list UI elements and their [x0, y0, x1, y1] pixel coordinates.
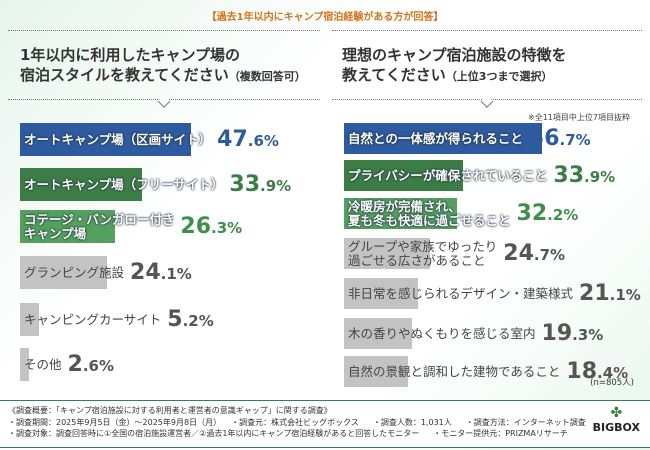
bar-row: 木の香りやぬくもりを感じる室内 19.3%	[344, 318, 603, 349]
bar-label: グループや家族でゆったり 過ごせる広さがあること	[348, 238, 498, 268]
right-question-line1: 理想のキャンプ宿泊施設の特徴を	[342, 46, 567, 64]
footer-period: ・調査期間：2025年9月5日（金）～2025年9月8日（月）	[8, 417, 218, 427]
bar-label: オートキャンプ場（フリーサイト）	[24, 176, 224, 192]
logo-text: BIGBOX	[592, 421, 640, 434]
value-label: 24.7%	[503, 241, 566, 266]
survey-footer: 《調査概要：「キャンプ宿泊施設に対する利用者と運営者の意識ギャップ」に関する調査…	[0, 400, 650, 448]
bar	[344, 160, 463, 191]
bigbox-logo: ✤ BIGBOX	[593, 405, 640, 434]
chevron-down-icon	[157, 95, 171, 108]
note: ※全11項目中上位7項目抜粋	[528, 113, 630, 122]
footer-title: 《調査概要：「キャンプ宿泊施設に対する利用者と運営者の意識ギャップ」に関する調査…	[8, 406, 332, 415]
bar-row: 自然の景観と調和した建物であること 18.4%	[344, 356, 628, 387]
value-label: 33.9%	[553, 163, 616, 188]
bar	[20, 210, 115, 243]
bar-row: プライバシーが確保されていること 33.9%	[344, 160, 615, 191]
bar-label: プライバシーが確保されていること	[348, 167, 548, 183]
value-label: 21.1%	[579, 281, 641, 306]
left-question-line1: 1年以内に利用したキャンプ場の	[20, 46, 240, 64]
bar	[344, 123, 543, 154]
bar	[344, 198, 457, 229]
banner: 【過去1年以内にキャンプ宿泊経験がある方が回答】	[206, 12, 444, 23]
bar	[20, 168, 143, 201]
left-question-line2: 宿泊スタイルを教えてください	[20, 66, 229, 84]
bar-label: キャンピングカーサイト	[24, 311, 162, 327]
value-label: 26.3%	[180, 214, 243, 239]
right-question-line2: 教えてください	[342, 66, 446, 84]
right-question-note: （上位3つまで選択）	[445, 70, 553, 83]
bar-row: グランピング施設 24.1%	[20, 256, 192, 289]
bar-label: 冷暖房が完備され、 夏も冬も快適に過ごせること	[348, 198, 511, 228]
bar-label: グランピング施設	[24, 264, 125, 280]
value-label: 56.7%	[528, 126, 591, 151]
bar-label: オートキャンプ場（区画サイト）	[24, 131, 212, 147]
bar-row: コテージ・バンガロー付き キャンプ場 26.3%	[20, 210, 242, 243]
left-question-note: （複数回答可）	[228, 70, 306, 83]
value-label: 32.2%	[516, 201, 579, 226]
bar	[20, 348, 30, 381]
value-label: 47.6%	[217, 127, 279, 152]
chevron-down-icon	[480, 95, 494, 108]
bar-row: 非日常を感じられるデザイン・建築様式 21.1%	[344, 278, 641, 309]
value-label: 24.1%	[130, 260, 192, 285]
value-label: 19.3%	[541, 321, 604, 346]
bar-label: 木の香りやぬくもりを感じる室内	[348, 325, 536, 341]
bar-label: 非日常を感じられるデザイン・建築様式	[348, 285, 574, 301]
bar	[20, 256, 107, 289]
bar	[344, 238, 431, 269]
bar-row: グループや家族でゆったり 過ごせる広さがあること 24.7%	[344, 238, 565, 269]
bar-row: 自然との一体感が得られること 56.7%	[344, 123, 591, 154]
bar	[344, 278, 418, 309]
left-question: 1年以内に利用したキャンプ場の 宿泊スタイルを教えてください（複数回答可）	[8, 30, 320, 108]
bar	[20, 123, 192, 156]
right-question: 理想のキャンプ宿泊施設の特徴を 教えてください（上位3つまで選択）	[332, 30, 642, 108]
value-label: 5.2%	[167, 307, 214, 332]
footer-org: ・調査元：株式会社ビッグボックス	[231, 417, 359, 427]
logo-mark-icon: ✤	[610, 405, 623, 421]
bar-row: オートキャンプ場（区画サイト） 47.6%	[20, 123, 279, 156]
value-label: 18.4%	[566, 359, 629, 384]
value-label: 33.9%	[229, 172, 292, 197]
bar	[20, 303, 39, 336]
footer-count: ・調査人数：1,031人	[372, 417, 452, 427]
bar-label: その他	[24, 356, 62, 372]
value-label: 2.6%	[67, 352, 114, 377]
bar-row: 冷暖房が完備され、 夏も冬も快適に過ごせること 32.2%	[344, 198, 578, 229]
footer-method: ・調査方法：インターネット調査	[465, 417, 586, 427]
bar	[344, 318, 412, 349]
footer-provider: ・モニター提供元：PRIZMAリサーチ	[433, 429, 568, 438]
bar-row: オートキャンプ場（フリーサイト） 33.9%	[20, 168, 291, 201]
footer-target: ・調査対象：調査回答時に①全国の宿泊施設運営者／②過去1年以内にキャンプ宿泊経験…	[8, 429, 420, 438]
bar-row: その他 2.6%	[20, 348, 114, 381]
bar	[344, 356, 409, 387]
sample-size: (n=805人)	[590, 378, 634, 388]
bar-label: 自然との一体感が得られること	[348, 130, 523, 146]
bar-label: 自然の景観と調和した建物であること	[348, 363, 561, 379]
bar-label: コテージ・バンガロー付き キャンプ場	[24, 211, 175, 241]
bar-row: キャンピングカーサイト 5.2%	[20, 303, 214, 336]
